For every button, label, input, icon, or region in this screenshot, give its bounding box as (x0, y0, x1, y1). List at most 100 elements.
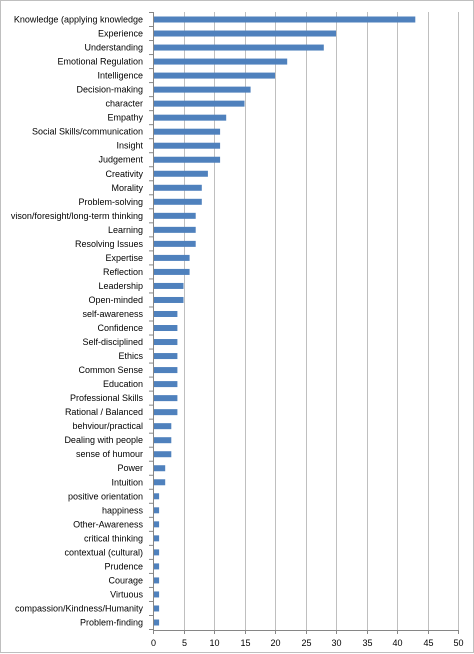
category-label: Virtuous (110, 589, 143, 599)
bar (153, 282, 184, 289)
bar (153, 226, 196, 233)
category-label: Knowledge (applying knowledge (14, 15, 143, 25)
bar (153, 465, 166, 472)
category-label: Self-disciplined (82, 337, 143, 347)
category-label: Ethics (118, 351, 143, 361)
bar (153, 367, 178, 374)
category-label: Dealing with people (64, 435, 143, 445)
bar (153, 72, 275, 79)
category-label: Prudence (104, 561, 143, 571)
category-label: Learning (108, 225, 143, 235)
category-label: self-awareness (82, 309, 143, 319)
bar (153, 577, 160, 584)
x-tick-label: 15 (240, 638, 250, 648)
category-label: vison/foresight/long-term thinking (11, 211, 143, 221)
x-tick-label: 5 (182, 638, 187, 648)
category-label: Courage (108, 575, 143, 585)
bar (153, 30, 336, 37)
category-label: positive orientation (68, 491, 143, 501)
category-label: Intuition (111, 477, 143, 487)
category-label: Problem-finding (80, 618, 143, 628)
bar (153, 409, 178, 416)
category-label: sense of humour (76, 449, 143, 459)
x-tick-label: 20 (270, 638, 280, 648)
bar (153, 325, 178, 332)
category-label: compassion/Kindness/Humanity (15, 603, 144, 613)
bar (153, 591, 160, 598)
bar (153, 86, 251, 93)
category-label: Common Sense (78, 365, 143, 375)
x-tick-label: 0 (151, 638, 156, 648)
category-label: Reflection (103, 267, 143, 277)
category-label: Power (117, 463, 143, 473)
bar (153, 339, 178, 346)
category-label: Resolving Issues (75, 239, 144, 249)
bar (153, 58, 288, 65)
x-tick-label: 25 (301, 638, 311, 648)
category-label: behviour/practical (72, 421, 143, 431)
bar (153, 198, 202, 205)
bar (153, 212, 196, 219)
category-label: Social Skills/communication (32, 127, 143, 137)
category-label: Morality (111, 183, 143, 193)
category-label: Expertise (105, 253, 143, 263)
x-tick-label: 40 (392, 638, 402, 648)
bar (153, 395, 178, 402)
bar (153, 268, 190, 275)
category-label: Understanding (84, 43, 143, 53)
bar (153, 128, 221, 135)
x-tick-label: 50 (453, 638, 463, 648)
category-label: Professional Skills (70, 393, 144, 403)
bar (153, 44, 324, 51)
bar (153, 310, 178, 317)
category-label: Problem-solving (78, 197, 143, 207)
bar (153, 100, 245, 107)
bar (153, 521, 160, 528)
bar (153, 381, 178, 388)
bar (153, 605, 160, 612)
bar (153, 437, 172, 444)
bar (153, 619, 160, 626)
bar (153, 353, 178, 360)
bar (153, 240, 196, 247)
bar (153, 114, 227, 121)
bar (153, 479, 166, 486)
bar (153, 493, 160, 500)
bar (153, 451, 172, 458)
category-label: Leadership (98, 281, 143, 291)
category-label: Experience (98, 29, 143, 39)
category-label: happiness (102, 505, 144, 515)
bar (153, 535, 160, 542)
bar (153, 563, 160, 570)
bar (153, 156, 221, 163)
category-label: character (105, 99, 143, 109)
category-label: Creativity (105, 169, 143, 179)
bar (153, 16, 416, 23)
category-label: Emotional Regulation (57, 57, 143, 67)
category-label: Empathy (107, 113, 143, 123)
x-tick-label: 35 (362, 638, 372, 648)
category-label: critical thinking (84, 533, 143, 543)
bar (153, 254, 190, 261)
category-label: Other-Awareness (73, 519, 143, 529)
bar (153, 507, 160, 514)
category-label: contextual (cultural) (64, 547, 143, 557)
x-tick-label: 45 (423, 638, 433, 648)
bar (153, 423, 172, 430)
category-label: Insight (116, 141, 143, 151)
x-tick-label: 30 (331, 638, 341, 648)
bar (153, 142, 221, 149)
x-tick-label: 10 (209, 638, 219, 648)
category-label: Open-minded (88, 295, 143, 305)
bar (153, 170, 208, 177)
bar (153, 184, 202, 191)
category-label: Decision-making (76, 85, 143, 95)
category-label: Education (103, 379, 143, 389)
category-label: Confidence (97, 323, 143, 333)
category-label: Intelligence (97, 71, 143, 81)
category-label: Rational / Balanced (65, 407, 143, 417)
category-label: Judgement (98, 155, 143, 165)
bar (153, 549, 160, 556)
